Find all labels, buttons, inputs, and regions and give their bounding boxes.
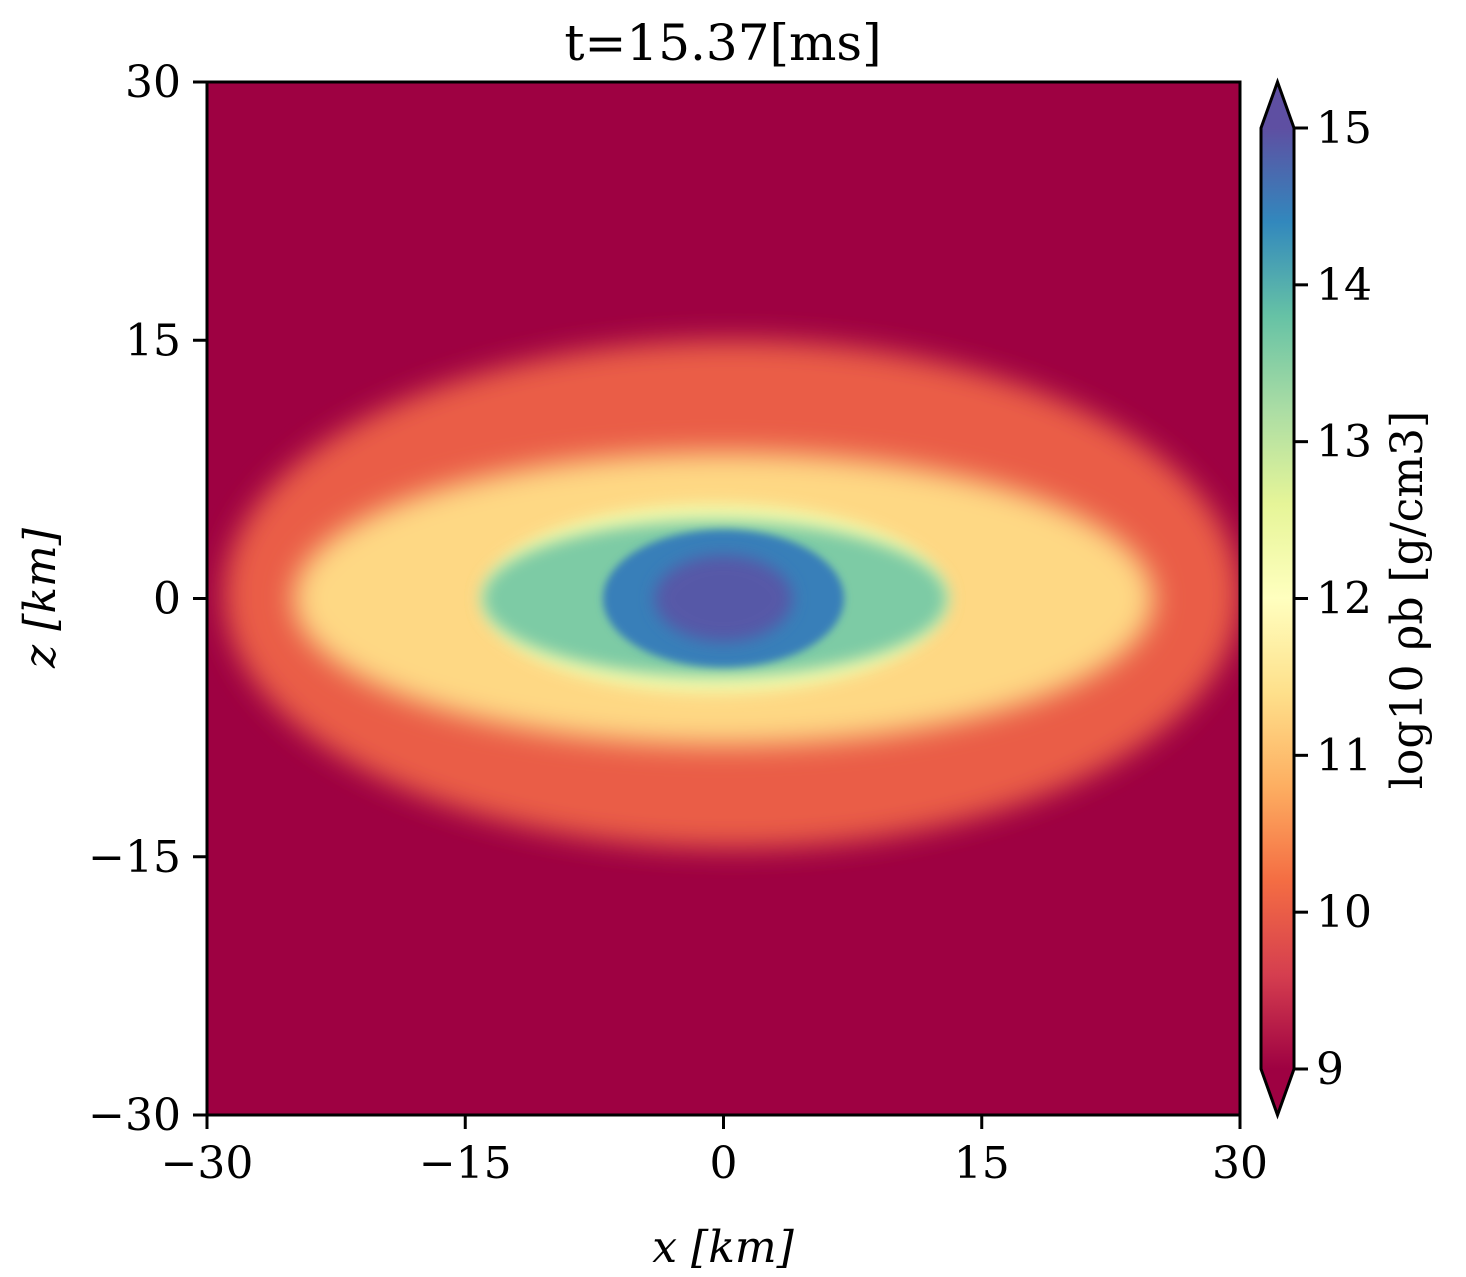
colorbar-label: log10 ρb [g/cm3] xyxy=(1382,411,1433,789)
chart-title: t=15.37[ms] xyxy=(564,14,881,72)
y-tick-label: 30 xyxy=(125,57,181,108)
heatmap-plot-area xyxy=(205,80,1242,1117)
density-structure-center xyxy=(654,555,793,642)
y-axis-label: z [km] xyxy=(15,527,66,669)
x-tick-label: −30 xyxy=(161,1138,254,1189)
y-tick-label: 0 xyxy=(153,574,181,625)
x-tick-label: −15 xyxy=(419,1138,512,1189)
colorbar-tick-label: 9 xyxy=(1316,1044,1344,1095)
colorbar-ticks: 9 10 11 12 13 14 15 xyxy=(1294,103,1372,1095)
colorbar-tick-label: 11 xyxy=(1316,730,1372,781)
y-axis-ticks: −30 −15 0 15 30 xyxy=(88,57,207,1141)
colorbar-gradient xyxy=(1261,128,1294,1069)
x-axis-ticks: −30 −15 0 15 30 xyxy=(161,1115,1268,1189)
y-tick-label: −15 xyxy=(88,832,181,883)
colorbar-tick-label: 10 xyxy=(1316,887,1372,938)
colorbar-tick-label: 15 xyxy=(1316,103,1372,154)
density-field xyxy=(224,340,1240,849)
x-tick-label: 15 xyxy=(954,1138,1010,1189)
x-tick-label: 30 xyxy=(1212,1138,1268,1189)
colorbar-extend-max xyxy=(1261,82,1294,128)
y-tick-label: 15 xyxy=(125,315,181,366)
colorbar: 9 10 11 12 13 14 15 log10 ρb [g/cm3] xyxy=(1259,77,1433,1120)
x-axis-label: x [km] xyxy=(652,1222,794,1273)
colorbar-tick-label: 12 xyxy=(1316,574,1372,625)
y-tick-label: −30 xyxy=(88,1090,181,1141)
colorbar-tick-label: 14 xyxy=(1316,260,1372,311)
colorbar-extend-min xyxy=(1261,1069,1294,1115)
colorbar-tick-label: 13 xyxy=(1316,417,1372,468)
x-tick-label: 0 xyxy=(710,1138,738,1189)
